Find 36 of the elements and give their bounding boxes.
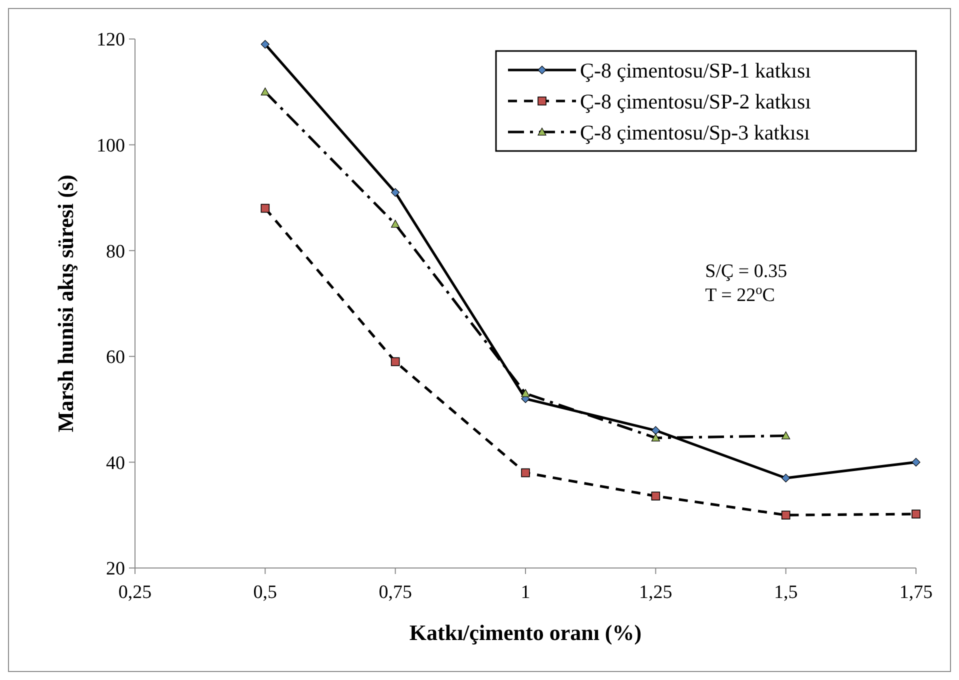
legend-label: Ç-8 çimentosu/SP-1 katkısı bbox=[580, 58, 812, 82]
point bbox=[260, 204, 270, 213]
x-tick-label: 1,25 bbox=[639, 582, 672, 603]
point bbox=[390, 357, 400, 366]
y-tick-label: 60 bbox=[106, 347, 125, 368]
point bbox=[781, 510, 790, 520]
x-tick-label: 1,5 bbox=[774, 582, 798, 603]
x-axis-title: Katkı/çimento oranı (%) bbox=[409, 620, 642, 645]
x-tick-label: 0,5 bbox=[253, 582, 278, 603]
point bbox=[391, 220, 400, 228]
point bbox=[260, 88, 270, 96]
y-tick-label: 100 bbox=[96, 135, 125, 156]
point bbox=[521, 389, 530, 397]
point bbox=[782, 431, 790, 440]
x-tick-label: 0,25 bbox=[118, 582, 152, 603]
annotation: S/Ç = 0.35 bbox=[705, 261, 788, 282]
x-tick-label: 0,75 bbox=[378, 582, 412, 603]
legend-label: Ç-8 çimentosu/SP-2 katkısı bbox=[580, 89, 812, 114]
legend-label: Ç-8 çimentosu/Sp-3 katkısı bbox=[580, 120, 810, 144]
point bbox=[782, 474, 790, 482]
y-axis-title: Marsh hunisi akış süresi (s) bbox=[53, 174, 78, 432]
x-tick-label: 1 bbox=[520, 582, 530, 603]
point bbox=[651, 426, 660, 435]
point bbox=[912, 458, 920, 466]
annotation: T = 22$^{o}$C bbox=[705, 282, 775, 306]
point bbox=[912, 510, 920, 518]
point bbox=[391, 188, 400, 197]
point bbox=[521, 468, 530, 478]
point bbox=[651, 434, 660, 442]
y-tick-label: 80 bbox=[106, 241, 125, 262]
y-tick-label: 40 bbox=[106, 452, 125, 474]
y-tick-label: 120 bbox=[96, 30, 125, 51]
y-tick-label: 20 bbox=[106, 558, 125, 580]
x-tick-label: 1,75 bbox=[899, 582, 933, 603]
point bbox=[260, 40, 270, 49]
point bbox=[651, 492, 660, 500]
